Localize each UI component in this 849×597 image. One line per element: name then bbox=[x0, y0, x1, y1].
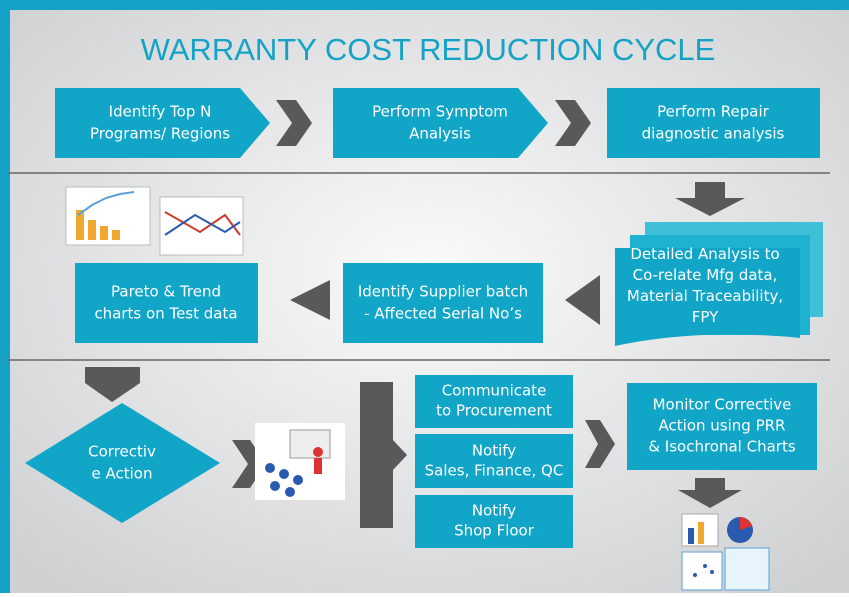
title: WARRANTY COST REDUCTION CYCLE bbox=[141, 32, 716, 67]
action-text: Sales, Finance, QC bbox=[425, 462, 564, 480]
diagram: WARRANTY COST REDUCTION CYCLE bbox=[0, 0, 849, 593]
step-box bbox=[607, 88, 820, 158]
decision-text: e Action bbox=[92, 465, 153, 483]
step-text: Analysis bbox=[409, 125, 471, 143]
action-text: to Procurement bbox=[436, 402, 552, 420]
decision-text: Correctiv bbox=[88, 443, 156, 461]
step-box bbox=[333, 88, 548, 158]
doc-text: FPY bbox=[692, 308, 719, 326]
pareto-icon bbox=[66, 187, 150, 245]
step-text: - Affected Serial No’s bbox=[364, 305, 522, 323]
step-box bbox=[75, 263, 258, 343]
action-text: Shop Floor bbox=[454, 522, 535, 540]
doc-text: Material Traceability, bbox=[627, 287, 783, 305]
step-text: Identify Top N bbox=[109, 103, 212, 121]
step-text: Identify Supplier batch bbox=[358, 283, 528, 301]
step-text: charts on Test data bbox=[94, 305, 237, 323]
monitor-text: Action using PRR bbox=[659, 417, 786, 435]
trend-icon bbox=[160, 197, 243, 255]
action-text: Communicate bbox=[442, 382, 547, 400]
step-text: Pareto & Trend bbox=[111, 283, 221, 301]
step-text: Perform Repair bbox=[657, 103, 770, 121]
doc-text: Co-relate Mfg data, bbox=[633, 266, 778, 284]
action-text: Notify bbox=[472, 442, 516, 460]
step-text: Perform Symptom bbox=[372, 103, 508, 121]
action-text: Notify bbox=[472, 502, 516, 520]
meeting-icon bbox=[255, 423, 345, 500]
monitor-text: & Isochronal Charts bbox=[648, 438, 796, 456]
monitor-text: Monitor Corrective bbox=[653, 396, 792, 414]
step-text: diagnostic analysis bbox=[642, 125, 785, 143]
step-box bbox=[343, 263, 543, 343]
doc-text: Detailed Analysis to bbox=[630, 245, 779, 263]
step-box bbox=[55, 88, 270, 158]
step-text: Programs/ Regions bbox=[90, 125, 230, 143]
